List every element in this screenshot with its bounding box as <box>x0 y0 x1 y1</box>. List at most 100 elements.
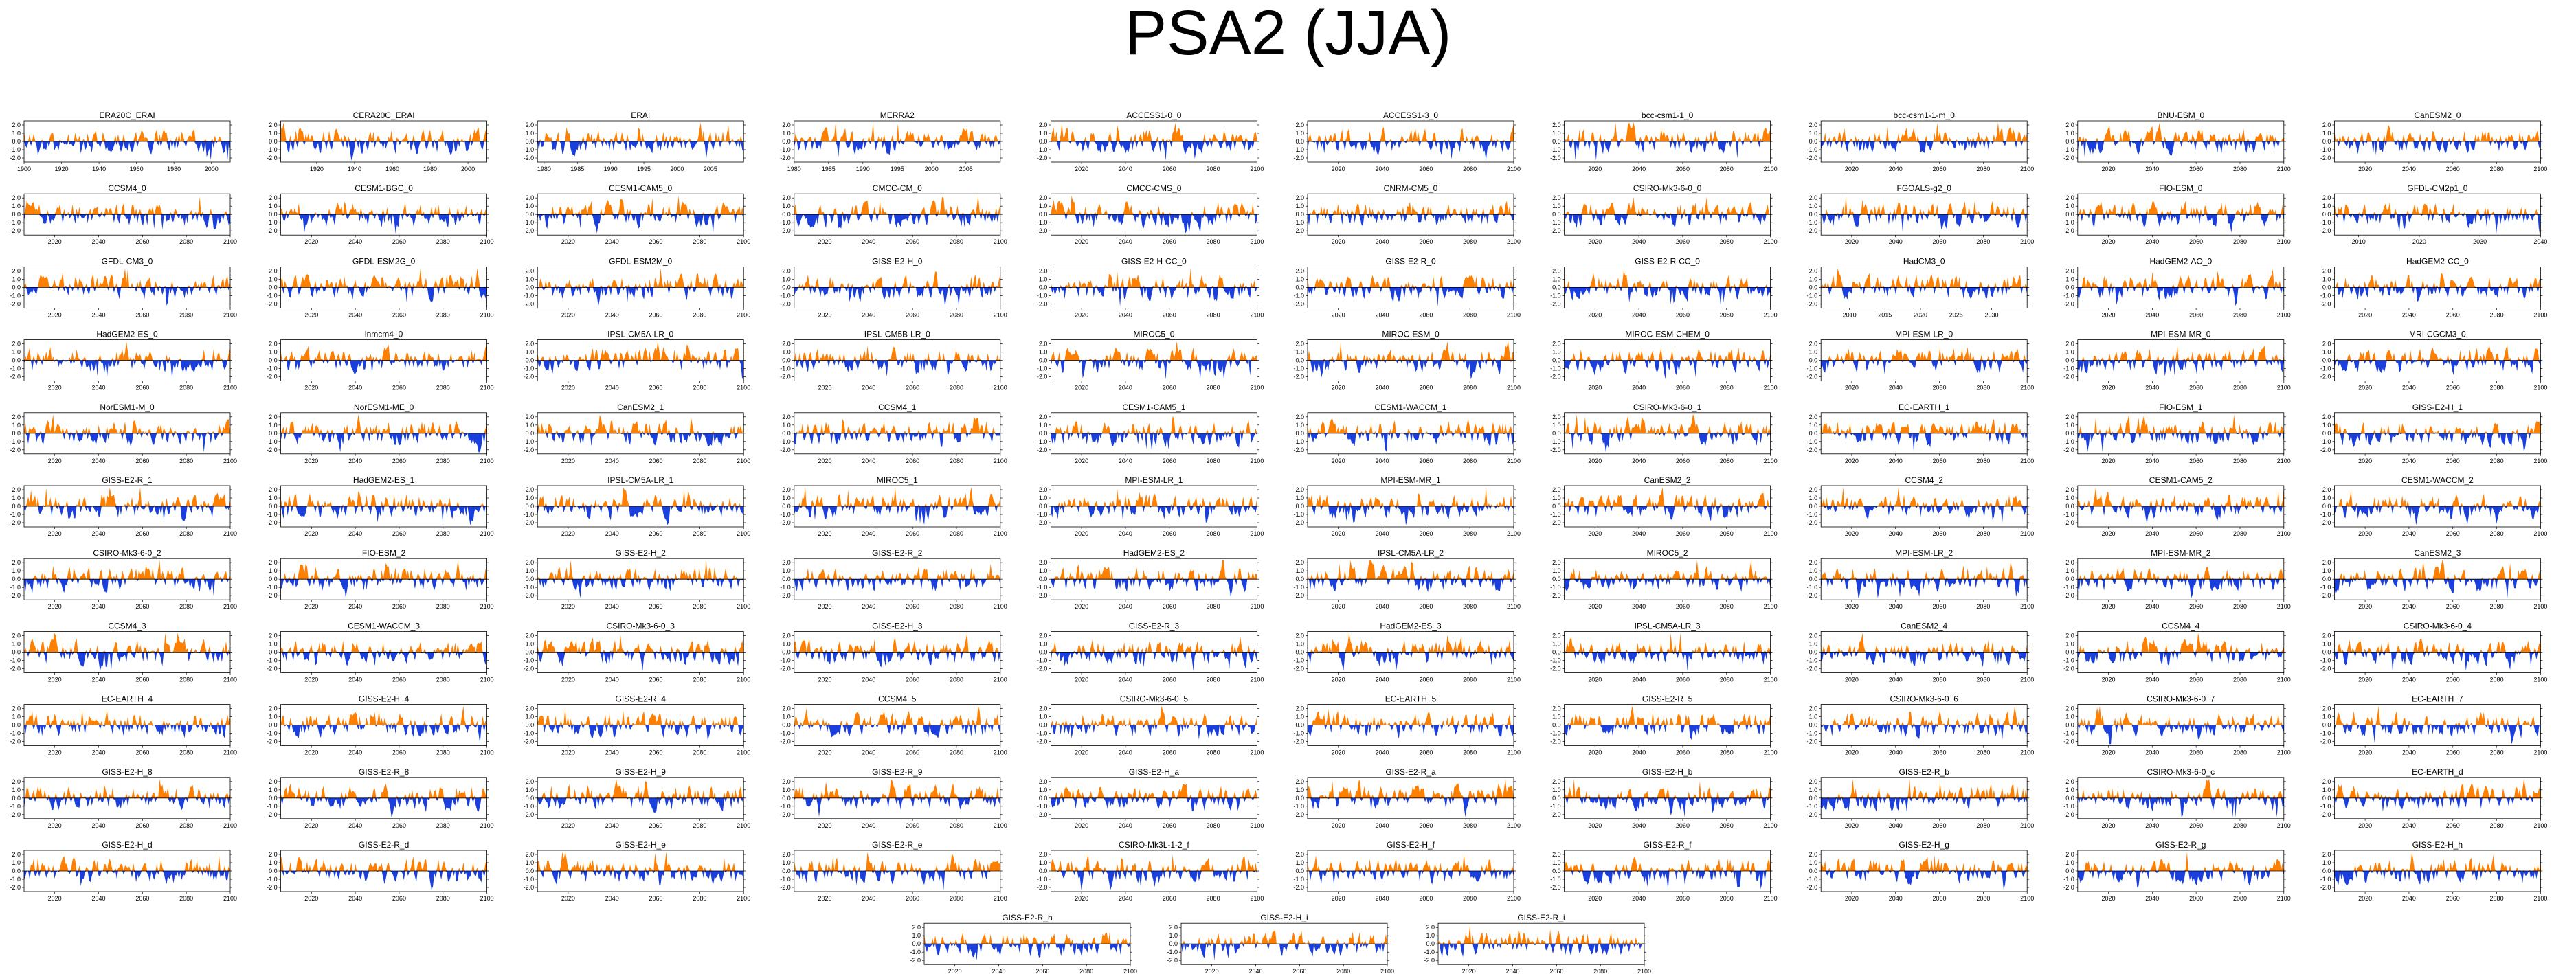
y-tick-label: 0.0 <box>1552 648 1561 655</box>
panel-title: GISS-E2-H_i <box>1260 913 1308 922</box>
negative-area <box>1051 652 1257 671</box>
x-tick-label: 2040 <box>1889 822 1903 829</box>
y-tick-label: 0.0 <box>1295 795 1304 802</box>
x-tick-label: 2080 <box>1976 238 1990 245</box>
x-tick-label: 2060 <box>1933 385 1947 392</box>
y-tick-label: -1.0 <box>2063 438 2074 445</box>
panel-title: GISS-E2-R_9 <box>872 767 923 777</box>
y-tick-label: 1.0 <box>1426 932 1435 939</box>
panel-title: CCSM4_5 <box>878 694 917 704</box>
positive-area <box>1564 633 1771 653</box>
y-tick-label: 2.0 <box>526 194 535 201</box>
panel-title: GISS-E2-H_e <box>616 840 667 850</box>
y-tick-label: -1.0 <box>2063 219 2074 226</box>
x-tick-label: 2100 <box>737 311 750 318</box>
x-tick-label: 2060 <box>1933 822 1947 829</box>
positive-area <box>24 633 230 653</box>
y-tick-label: -1.0 <box>2063 584 2074 591</box>
y-tick-label: 2.0 <box>526 122 535 128</box>
x-tick-label: 2040 <box>1889 603 1903 610</box>
y-tick-label: 0.0 <box>526 211 535 218</box>
y-tick-label: 1.0 <box>912 932 921 939</box>
negative-area <box>280 141 487 161</box>
x-tick-label: 2100 <box>994 530 1007 537</box>
y-tick-label: 0.0 <box>1039 868 1048 874</box>
y-tick-label: -1.0 <box>2063 730 2074 737</box>
y-tick-label: -1.0 <box>10 876 21 883</box>
negative-area <box>24 871 230 886</box>
panel-title: CanESM2_0 <box>2414 111 2461 120</box>
y-tick-label: -1.0 <box>524 730 535 737</box>
y-tick-label: -1.0 <box>267 292 278 299</box>
y-tick-label: 0.0 <box>2322 795 2331 802</box>
negative-area <box>2077 214 2284 233</box>
x-tick-label: 2020 <box>1332 676 1345 683</box>
y-tick-label: -1.0 <box>1293 146 1304 153</box>
x-tick-label: 2020 <box>48 238 62 245</box>
x-tick-label: 2020 <box>561 238 575 245</box>
x-tick-label: 2005 <box>704 166 717 172</box>
y-tick-label: -1.0 <box>1293 292 1304 299</box>
x-tick-label: 2020 <box>2101 822 2115 829</box>
x-tick-label: 2080 <box>1463 749 1477 756</box>
y-tick-label: 0.0 <box>269 795 278 802</box>
y-tick-label: 0.0 <box>1039 284 1048 291</box>
x-tick-label: 2080 <box>436 603 450 610</box>
positive-area <box>2077 633 2284 653</box>
y-tick-label: 0.0 <box>1809 868 1818 874</box>
panel-title: GISS-E2-R_8 <box>359 767 410 777</box>
y-tick-label: 0.0 <box>1039 648 1048 655</box>
y-tick-label: -1.0 <box>780 511 791 518</box>
x-tick-label: 2060 <box>906 676 919 683</box>
x-tick-label: 2040 <box>91 676 105 683</box>
positive-area <box>1308 201 1514 215</box>
negative-area <box>537 652 744 671</box>
y-tick-label: -1.0 <box>524 219 535 226</box>
panel-title: IPSL-CM5A-LR_3 <box>1635 621 1701 631</box>
panel-title: GISS-E2-H_f <box>1387 840 1435 850</box>
y-tick-label: 0.0 <box>1295 722 1304 729</box>
negative-area <box>1564 214 1771 229</box>
x-tick-label: 2020 <box>1332 530 1345 537</box>
x-tick-label: 2080 <box>1976 166 1990 172</box>
panel-title: CanESM2_2 <box>1644 475 1691 485</box>
y-tick-label: -1.0 <box>2320 803 2331 810</box>
positive-area <box>1564 196 1771 215</box>
panel-title: GISS-E2-H_4 <box>359 694 410 704</box>
x-tick-label: 2080 <box>179 676 193 683</box>
x-tick-label: 2040 <box>91 822 105 829</box>
y-tick-label: 2.0 <box>1809 632 1818 639</box>
y-tick-label: 0.0 <box>526 284 535 291</box>
negative-area <box>2077 287 2284 306</box>
y-tick-label: 0.0 <box>2065 576 2074 582</box>
x-tick-label: 2060 <box>135 603 149 610</box>
x-tick-label: 2060 <box>392 895 406 902</box>
positive-area <box>794 633 1000 653</box>
x-tick-label: 2100 <box>1507 749 1521 756</box>
y-tick-label: -1.0 <box>2063 292 2074 299</box>
y-tick-label: 2.0 <box>12 267 21 274</box>
x-tick-label: 2100 <box>2277 895 2291 902</box>
x-tick-label: 2040 <box>1375 895 1389 902</box>
y-tick-label: -1.0 <box>1293 584 1304 591</box>
y-tick-label: 2.0 <box>12 851 21 858</box>
x-tick-label: 1980 <box>787 166 801 172</box>
x-tick-label: 2020 <box>1588 603 1602 610</box>
y-tick-label: 2.0 <box>269 851 278 858</box>
x-tick-label: 2020 <box>561 603 575 610</box>
y-tick-label: -2.0 <box>2320 592 2331 599</box>
y-tick-label: 2.0 <box>1039 194 1048 201</box>
y-tick-label: -1.0 <box>524 657 535 664</box>
x-tick-label: 2100 <box>994 822 1007 829</box>
x-tick-label: 2040 <box>348 311 362 318</box>
x-tick-label: 2080 <box>2233 603 2247 610</box>
y-tick-label: -1.0 <box>1037 803 1048 810</box>
negative-area <box>1051 287 1257 306</box>
y-tick-label: 2.0 <box>1295 632 1304 639</box>
y-tick-label: 2.0 <box>1295 705 1304 712</box>
